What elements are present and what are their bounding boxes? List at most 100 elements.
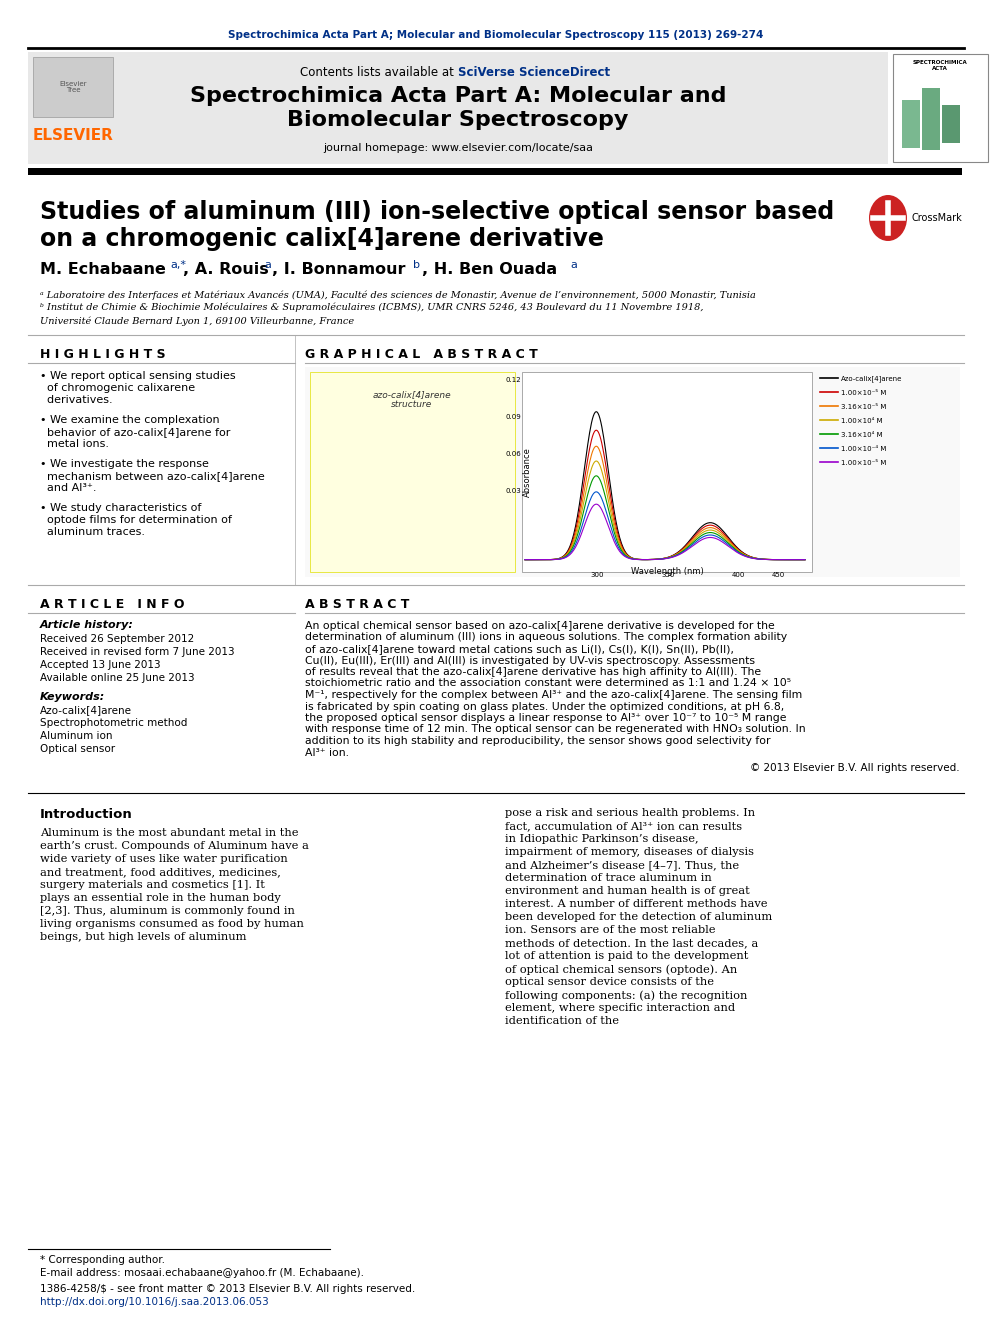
Ellipse shape (869, 194, 907, 241)
Text: M⁻¹, respectively for the complex between Al³⁺ and the azo-calix[4]arene. The se: M⁻¹, respectively for the complex betwee… (305, 691, 803, 700)
Text: Spectrochimica Acta Part A; Molecular and Biomolecular Spectroscopy 115 (2013) 2: Spectrochimica Acta Part A; Molecular an… (228, 30, 764, 40)
Text: Al³⁺ ion.: Al³⁺ ion. (305, 747, 349, 758)
Bar (922, 89, 940, 149)
Text: http://dx.doi.org/10.1016/j.saa.2013.06.053: http://dx.doi.org/10.1016/j.saa.2013.06.… (40, 1297, 269, 1307)
Text: G R A P H I C A L   A B S T R A C T: G R A P H I C A L A B S T R A C T (305, 348, 538, 361)
Text: Université Claude Bernard Lyon 1, 69100 Villeurbanne, France: Université Claude Bernard Lyon 1, 69100 … (40, 316, 354, 325)
Text: A B S T R A C T: A B S T R A C T (305, 598, 410, 611)
Text: • We investigate the response: • We investigate the response (40, 459, 209, 468)
Text: a: a (264, 261, 271, 270)
Text: been developed for the detection of aluminum: been developed for the detection of alum… (505, 912, 772, 922)
Text: 450: 450 (772, 572, 785, 578)
Text: determination of aluminum (III) ions in aqueous solutions. The complex formation: determination of aluminum (III) ions in … (305, 632, 787, 643)
Text: beings, but high levels of aluminum: beings, but high levels of aluminum (40, 931, 246, 942)
Text: , A. Rouis: , A. Rouis (183, 262, 269, 277)
Text: environment and human health is of great: environment and human health is of great (505, 886, 750, 896)
Text: 0.12: 0.12 (505, 377, 521, 382)
Text: Optical sensor: Optical sensor (40, 744, 115, 754)
Text: impairment of memory, diseases of dialysis: impairment of memory, diseases of dialys… (505, 847, 754, 857)
Text: metal ions.: metal ions. (40, 439, 109, 448)
Text: © 2013 Elsevier B.V. All rights reserved.: © 2013 Elsevier B.V. All rights reserved… (750, 763, 960, 773)
Text: Available online 25 June 2013: Available online 25 June 2013 (40, 673, 194, 683)
Text: and Al³⁺.: and Al³⁺. (40, 483, 96, 493)
Text: Biomolecular Spectroscopy: Biomolecular Spectroscopy (288, 110, 629, 130)
Text: with response time of 12 min. The optical sensor can be regenerated with HNO₃ so: with response time of 12 min. The optica… (305, 725, 806, 734)
Text: Contents lists available at: Contents lists available at (301, 66, 458, 79)
Text: ion. Sensors are of the most reliable: ion. Sensors are of the most reliable (505, 925, 715, 935)
Text: of azo-calix[4]arene toward metal cations such as Li(I), Cs(I), K(I), Sn(II), Pb: of azo-calix[4]arene toward metal cation… (305, 644, 734, 654)
Text: 0.03: 0.03 (505, 488, 521, 493)
Text: ᵃ Laboratoire des Interfaces et Matériaux Avancés (UMA), Faculté des sciences de: ᵃ Laboratoire des Interfaces et Matériau… (40, 290, 756, 299)
Text: identification of the: identification of the (505, 1016, 619, 1027)
Text: Elsevier
Tree: Elsevier Tree (60, 81, 86, 94)
Text: 3.16×10⁻⁵ M: 3.16×10⁻⁵ M (841, 404, 887, 410)
Text: of optical chemical sensors (optode). An: of optical chemical sensors (optode). An (505, 964, 737, 975)
Text: * Corresponding author.: * Corresponding author. (40, 1256, 165, 1265)
Text: • We examine the complexation: • We examine the complexation (40, 415, 219, 425)
Text: ELSEVIER: ELSEVIER (33, 128, 113, 143)
Text: Azo-calix[4]arene: Azo-calix[4]arene (841, 376, 903, 382)
Text: of results reveal that the azo-calix[4]arene derivative has high affinity to Al(: of results reveal that the azo-calix[4]a… (305, 667, 761, 677)
Text: Introduction: Introduction (40, 808, 133, 822)
Text: on a chromogenic calix[4]arene derivative: on a chromogenic calix[4]arene derivativ… (40, 228, 604, 251)
Text: Cu(II), Eu(III), Er(III) and Al(III) is investigated by UV-vis spectroscopy. Ass: Cu(II), Eu(III), Er(III) and Al(III) is … (305, 655, 755, 665)
Text: Spectrochimica Acta Part A: Molecular and: Spectrochimica Acta Part A: Molecular an… (189, 86, 726, 106)
Text: Aluminum ion: Aluminum ion (40, 732, 112, 741)
Text: a: a (570, 261, 577, 270)
Text: following components: (a) the recognition: following components: (a) the recognitio… (505, 990, 747, 1000)
Bar (28, 52, 133, 164)
Text: is fabricated by spin coating on glass plates. Under the optimized conditions, a: is fabricated by spin coating on glass p… (305, 701, 785, 712)
Bar (28, 168, 962, 175)
Bar (522, 372, 812, 572)
Text: 400: 400 (731, 572, 745, 578)
Text: Spectrophotometric method: Spectrophotometric method (40, 718, 187, 728)
Text: An optical chemical sensor based on azo-calix[4]arene derivative is developed fo: An optical chemical sensor based on azo-… (305, 620, 775, 631)
Text: Wavelength (nm): Wavelength (nm) (631, 568, 703, 576)
Text: addition to its high stability and reproducibility, the sensor shows good select: addition to its high stability and repro… (305, 736, 771, 746)
Bar (942, 105, 960, 143)
Text: M. Echabaane: M. Echabaane (40, 262, 166, 277)
Bar (902, 101, 920, 148)
Text: fact, accumulation of Al³⁺ ion can results: fact, accumulation of Al³⁺ ion can resul… (505, 822, 742, 831)
Text: surgery materials and cosmetics [1]. It: surgery materials and cosmetics [1]. It (40, 880, 265, 890)
Text: SPECTROCHIMICA
ACTA: SPECTROCHIMICA ACTA (913, 60, 967, 71)
Text: SciVerse ScienceDirect: SciVerse ScienceDirect (458, 66, 610, 79)
Bar (310, 372, 515, 572)
Text: Studies of aluminum (III) ion-selective optical sensor based: Studies of aluminum (III) ion-selective … (40, 200, 834, 224)
Text: a,*: a,* (170, 261, 186, 270)
Text: behavior of azo-calix[4]arene for: behavior of azo-calix[4]arene for (40, 427, 230, 437)
Bar (28, 52, 888, 164)
Text: • We report optical sensing studies: • We report optical sensing studies (40, 370, 236, 381)
Text: Keywords:: Keywords: (40, 692, 105, 703)
Text: H I G H L I G H T S: H I G H L I G H T S (40, 348, 166, 361)
Text: derivatives.: derivatives. (40, 396, 113, 405)
Text: 1.00×10⁻⁴ M: 1.00×10⁻⁴ M (841, 446, 887, 452)
Text: living organisms consumed as food by human: living organisms consumed as food by hum… (40, 919, 304, 929)
Bar (893, 54, 988, 161)
Text: element, where specific interaction and: element, where specific interaction and (505, 1003, 735, 1013)
Text: 0.09: 0.09 (505, 414, 521, 419)
Text: ᵇ Institut de Chimie & Biochimie Moléculaires & Supramoléculaires (ICBMS), UMR C: ᵇ Institut de Chimie & Biochimie Molécul… (40, 303, 703, 312)
Text: journal homepage: www.elsevier.com/locate/saa: journal homepage: www.elsevier.com/locat… (323, 143, 593, 153)
Text: Absorbance: Absorbance (523, 447, 532, 497)
Bar (33, 57, 113, 116)
Text: mechanism between azo-calix[4]arene: mechanism between azo-calix[4]arene (40, 471, 265, 482)
Text: aluminum traces.: aluminum traces. (40, 527, 145, 537)
Text: • We study characteristics of: • We study characteristics of (40, 503, 201, 513)
Text: determination of trace aluminum in: determination of trace aluminum in (505, 873, 711, 882)
Text: optode films for determination of: optode films for determination of (40, 515, 232, 525)
Text: 350: 350 (662, 572, 675, 578)
Text: Aluminum is the most abundant metal in the: Aluminum is the most abundant metal in t… (40, 828, 299, 837)
Text: optical sensor device consists of the: optical sensor device consists of the (505, 976, 714, 987)
Text: stoichiometric ratio and the association constant were determined as 1:1 and 1.2: stoichiometric ratio and the association… (305, 679, 791, 688)
Text: 300: 300 (590, 572, 604, 578)
Text: azo-calix[4]arene
structure: azo-calix[4]arene structure (373, 390, 451, 409)
Text: wide variety of uses like water purification: wide variety of uses like water purifica… (40, 855, 288, 864)
Text: the proposed optical sensor displays a linear response to Al³⁺ over 10⁻⁷ to 10⁻⁵: the proposed optical sensor displays a l… (305, 713, 787, 722)
Text: in Idiopathic Parkinson’s disease,: in Idiopathic Parkinson’s disease, (505, 833, 698, 844)
Text: E-mail address: mosaai.echabaane@yahoo.fr (M. Echabaane).: E-mail address: mosaai.echabaane@yahoo.f… (40, 1267, 364, 1278)
Text: of chromogenic calixarene: of chromogenic calixarene (40, 382, 195, 393)
Text: Received 26 September 2012: Received 26 September 2012 (40, 634, 194, 644)
Text: 1386-4258/$ - see front matter © 2013 Elsevier B.V. All rights reserved.: 1386-4258/$ - see front matter © 2013 El… (40, 1285, 416, 1294)
Text: Article history:: Article history: (40, 620, 134, 630)
